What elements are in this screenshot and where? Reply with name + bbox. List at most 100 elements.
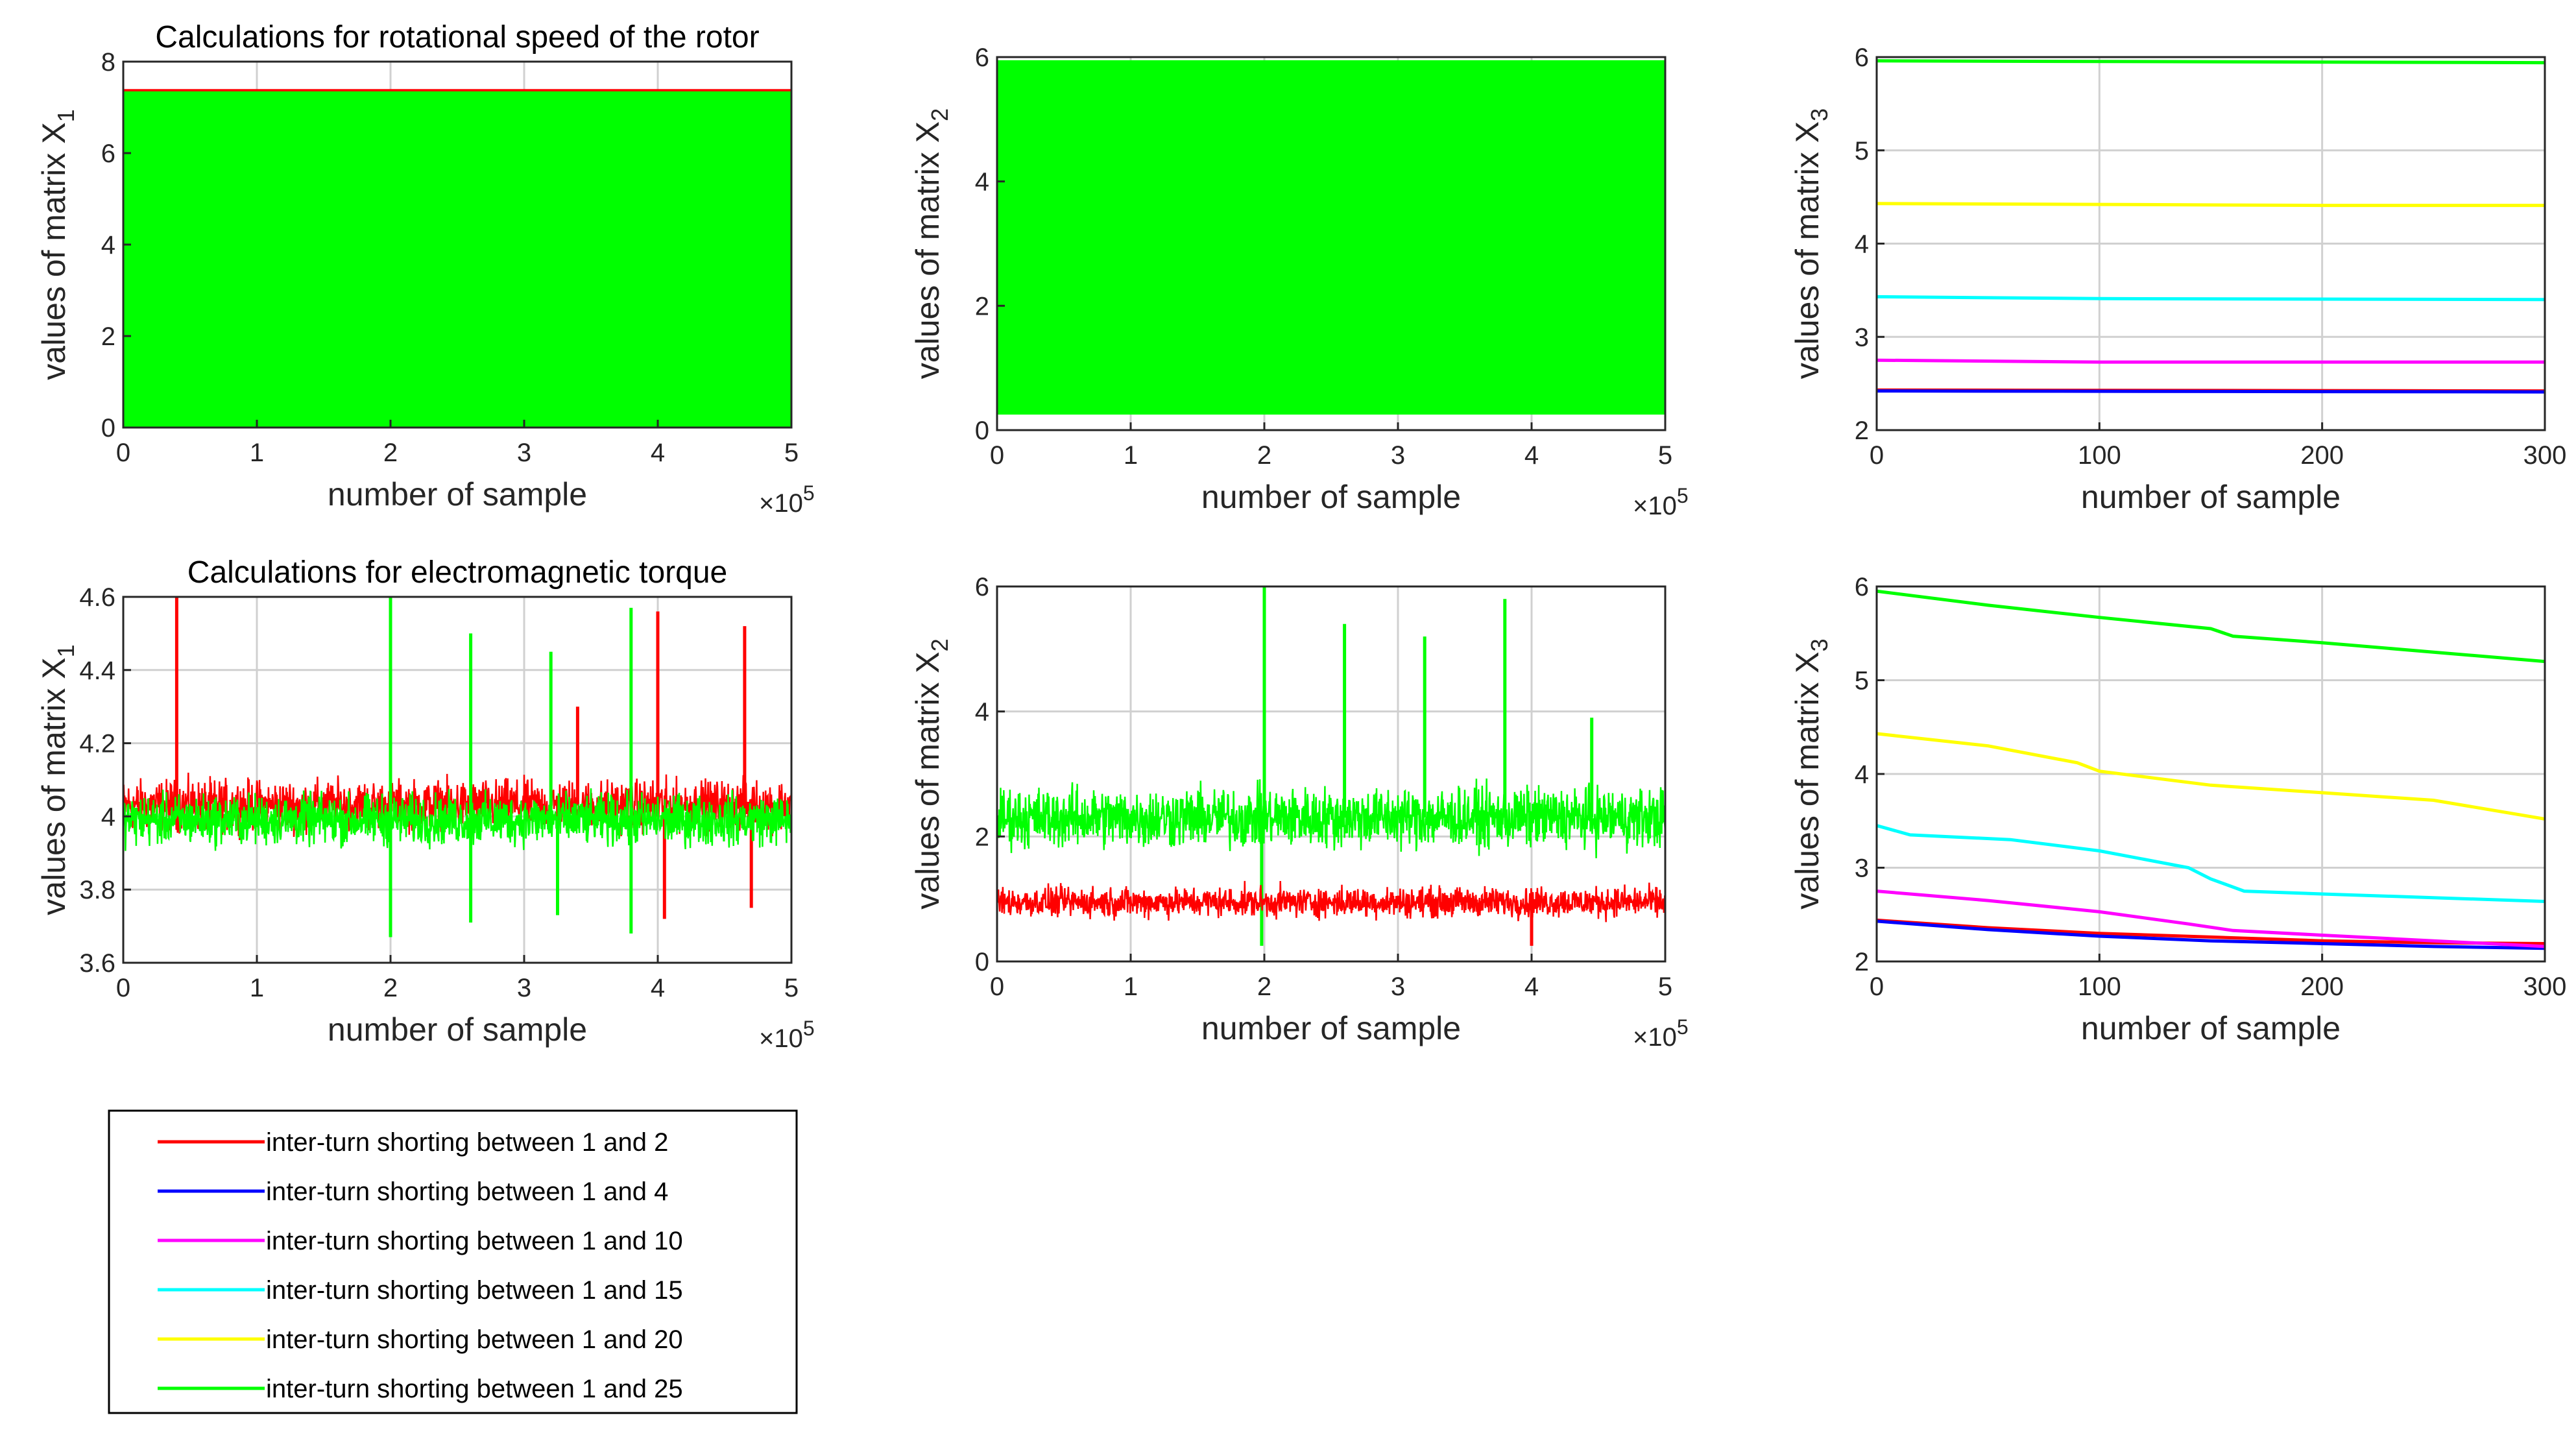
x-axis-label: number of sample (328, 476, 587, 513)
series-inter-turn-shorting-between-1-and-20 (1877, 732, 2545, 821)
series-inter-turn-shorting-between-1-and-2 (1877, 918, 2545, 945)
plot-p22: 0 1 2 3 4 5 0 2 4 6 number of sample values of matr… (909, 573, 1689, 1052)
x-axis-label: number of sample (2081, 1010, 2341, 1046)
x-tick-label: 0 (990, 441, 1004, 470)
plot-p13: 0 100 200 300 2 3 4 5 6 number of sample values of… (1789, 43, 2566, 515)
y-tick-label: 8 (101, 48, 115, 77)
x-tick-label: 1 (1124, 972, 1138, 1001)
plot-area (123, 597, 791, 963)
axes-frame (996, 585, 1667, 963)
y-tick-label: 4 (1855, 760, 1869, 789)
series-inter-turn-shorting-between-1-and-25 (123, 91, 791, 428)
x-tick-label: 100 (2078, 972, 2121, 1001)
series-inter-turn-shorting-between-1-and-25 (1877, 589, 2545, 664)
legend-label: inter-turn shorting between 1 and 20 (266, 1325, 683, 1354)
y-tick-label: 0 (975, 417, 989, 445)
y-tick-label: 2 (1855, 948, 1869, 976)
y-axis-label: values of matrix X2 (909, 638, 953, 909)
y-tick-label: 5 (1855, 137, 1869, 165)
y-tick-label: 3.8 (79, 876, 115, 904)
x-tick-label: 0 (116, 974, 130, 1002)
x-tick-label: 0 (1870, 972, 1884, 1001)
series-inter-turn-shorting-between-1-and-10 (1877, 358, 2545, 364)
legend-label: inter-turn shorting between 1 and 2 (266, 1128, 668, 1157)
x-tick-label: 1 (250, 974, 264, 1002)
legend-box (108, 1109, 798, 1414)
legend-label: inter-turn shorting between 1 and 25 (266, 1375, 683, 1403)
y-tick-label: 2 (975, 823, 989, 851)
y-tick-label: 4 (101, 231, 115, 260)
x-tick-label: 2 (383, 439, 398, 467)
x-tick-label: 5 (1658, 441, 1672, 470)
x-tick-label: 4 (651, 439, 665, 467)
x-tick-label: 100 (2078, 441, 2121, 470)
y-axis-label: values of matrix X1 (36, 644, 79, 915)
series-inter-turn-shorting-between-1-and-20 (1877, 202, 2545, 208)
series-inter-turn-shorting-between-1-and-15 (1877, 295, 2545, 302)
legend-label: inter-turn shorting between 1 and 4 (266, 1177, 668, 1206)
y-axis-label: values of matrix X1 (36, 109, 79, 380)
y-tick-label: 4.2 (79, 730, 115, 758)
x-axis-label: number of sample (1201, 1010, 1461, 1046)
legend-label: inter-turn shorting between 1 and 10 (266, 1227, 683, 1255)
y-axis-label: values of matrix X3 (1789, 638, 1833, 909)
axes-frame (122, 596, 793, 964)
x-tick-label: 300 (2523, 972, 2567, 1001)
x-tick-label: 1 (250, 439, 264, 467)
x-tick-label: 4 (651, 974, 665, 1002)
x-tick-label: 2 (1257, 972, 1271, 1001)
y-tick-label: 5 (1855, 667, 1869, 695)
x-axis-label: number of sample (1201, 479, 1461, 515)
y-tick-label: 4 (975, 168, 989, 197)
x-tick-label: 4 (1524, 972, 1539, 1001)
y-axis-label: values of matrix X2 (909, 108, 953, 379)
x-tick-label: 1 (1124, 441, 1138, 470)
x-axis-multiplier: ×105 (759, 481, 815, 518)
y-tick-label: 4.4 (79, 657, 115, 685)
y-tick-label: 6 (1855, 573, 1869, 601)
x-tick-label: 4 (1524, 441, 1539, 470)
y-tick-label: 6 (1855, 43, 1869, 72)
series-inter-turn-shorting-between-1-and-25 (997, 60, 1665, 415)
x-tick-label: 0 (116, 439, 130, 467)
x-tick-label: 2 (383, 974, 398, 1002)
y-tick-label: 2 (975, 292, 989, 320)
x-tick-label: 5 (784, 439, 799, 467)
x-tick-label: 3 (1391, 972, 1405, 1001)
series-inter-turn-shorting-between-1-and-4 (1877, 919, 2545, 950)
x-tick-label: 200 (2300, 441, 2344, 470)
y-tick-label: 4.6 (79, 583, 115, 612)
series-inter-turn-shorting-between-1-and-4 (1877, 389, 2545, 394)
x-axis-multiplier: ×105 (1633, 1015, 1689, 1052)
x-axis-label: number of sample (328, 1011, 587, 1048)
series-inter-turn-shorting-between-1-and-25 (123, 788, 791, 851)
x-tick-label: 3 (517, 974, 531, 1002)
y-tick-label: 4 (975, 698, 989, 727)
series-inter-turn-shorting-between-1-and-25 (997, 778, 1665, 858)
y-tick-label: 3.6 (79, 949, 115, 978)
y-tick-label: 0 (101, 414, 115, 442)
x-axis-multiplier: ×105 (759, 1017, 815, 1053)
x-tick-label: 200 (2300, 972, 2344, 1001)
x-tick-label: 3 (517, 439, 531, 467)
x-tick-label: 3 (1391, 441, 1405, 470)
y-tick-label: 4 (1855, 230, 1869, 259)
y-tick-label: 4 (101, 803, 115, 831)
x-tick-label: 300 (2523, 441, 2567, 470)
y-tick-label: 2 (101, 322, 115, 351)
x-axis-label: number of sample (2081, 479, 2341, 515)
y-tick-label: 2 (1855, 417, 1869, 445)
legend-label: inter-turn shorting between 1 and 15 (266, 1276, 683, 1305)
series-inter-turn-shorting-between-1-and-15 (1877, 824, 2545, 903)
y-tick-label: 3 (1855, 323, 1869, 352)
y-tick-label: 3 (1855, 854, 1869, 883)
plot-p23: 0 100 200 300 2 3 4 5 6 number of sample values of… (1789, 573, 2566, 1046)
series-inter-turn-shorting-between-1-and-25 (1877, 59, 2545, 65)
x-tick-label: 0 (1870, 441, 1884, 470)
y-axis-label: values of matrix X3 (1789, 108, 1833, 379)
x-tick-label: 2 (1257, 441, 1271, 470)
legend: inter-turn shorting between 1 and 2 inter… (108, 1109, 798, 1414)
x-axis-multiplier: ×105 (1633, 484, 1689, 520)
y-tick-label: 6 (975, 43, 989, 72)
